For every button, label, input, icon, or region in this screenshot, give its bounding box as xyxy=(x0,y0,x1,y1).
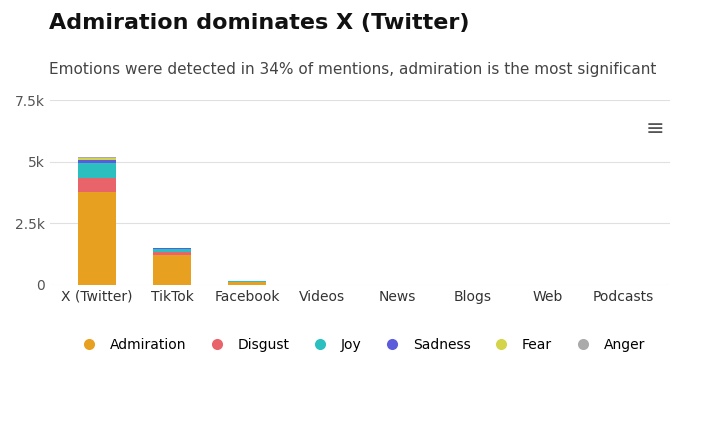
Bar xyxy=(78,178,115,192)
Bar xyxy=(78,192,115,285)
Bar xyxy=(78,163,115,178)
Bar xyxy=(153,252,191,255)
Bar xyxy=(153,249,191,252)
Bar xyxy=(78,158,115,160)
Legend: Admiration, Disgust, Joy, Sadness, Fear, Anger: Admiration, Disgust, Joy, Sadness, Fear,… xyxy=(69,332,650,358)
Text: Admiration dominates X (Twitter): Admiration dominates X (Twitter) xyxy=(49,13,470,33)
Bar xyxy=(78,160,115,163)
Bar xyxy=(153,255,191,285)
Bar xyxy=(78,157,115,158)
Bar xyxy=(153,248,191,249)
Text: ≡: ≡ xyxy=(646,119,664,139)
Text: Emotions were detected in 34% of mentions, admiration is the most significant: Emotions were detected in 34% of mention… xyxy=(49,62,657,77)
Bar xyxy=(228,282,266,285)
